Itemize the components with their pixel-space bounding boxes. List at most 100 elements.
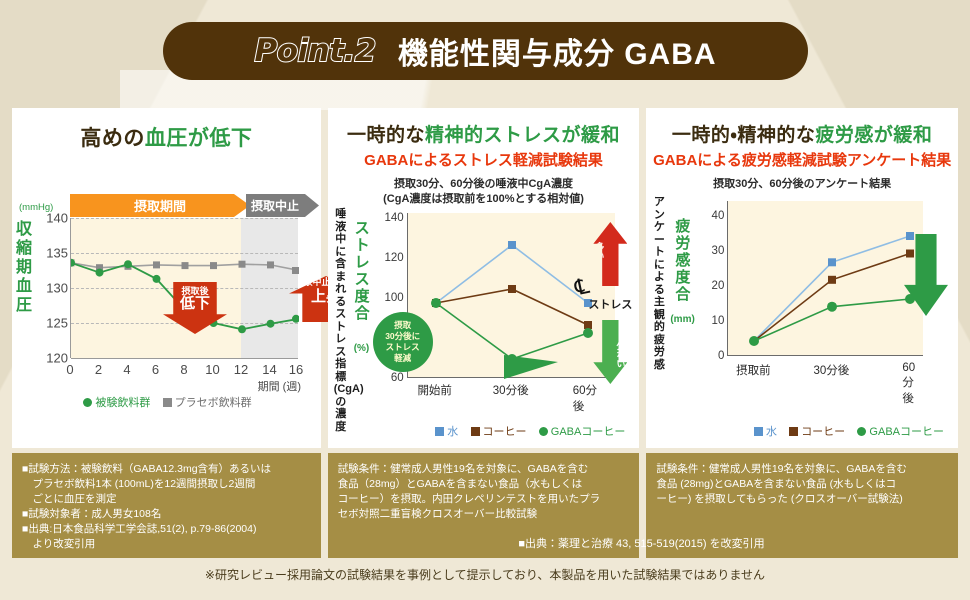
panel-fatigue: 一時的・精神的な疲労感が緩和 GABAによる疲労感軽減試験アンケート結果 摂取3… — [646, 108, 958, 448]
panel-blood-pressure: 高めの血圧が低下 摂取期間 摂取中止 (mmHg) 収縮期血圧 140 135 … — [12, 108, 363, 448]
panel2-title-part1: 一時的な — [347, 125, 426, 146]
panel3-title-part1: 一時的・精神的な — [671, 125, 816, 146]
square-marker-icon — [753, 427, 763, 436]
x-tick-16: 16 — [288, 362, 304, 377]
legend-label-water-p2: 水 — [447, 426, 459, 438]
panel3-title: 一時的・精神的な疲労感が緩和 — [646, 108, 958, 147]
panel3-legend: 水 コーヒー GABAコーヒー — [753, 423, 944, 439]
legend-label-gaba-coffee-p2: GABAコーヒー — [550, 426, 626, 438]
y-tick-130: 130 — [46, 280, 68, 296]
p2-x-tick-30min: 30分後 — [492, 385, 529, 397]
panel2-title-part2: 精神的ストレスが緩和 — [425, 125, 621, 146]
legend-label-water-p3: 水 — [765, 426, 777, 438]
legend-item-placebo-group: プラセボ飲料群 — [162, 397, 252, 409]
panel3-series-svg — [749, 232, 916, 346]
circle-marker-icon — [857, 427, 867, 436]
panel2-y-unit: (%) — [353, 343, 370, 354]
legend-label-test-group: 被験飲料群 — [95, 397, 151, 409]
p3-y-tick-0: 0 — [717, 350, 725, 362]
p2-y-tick-120: 120 — [384, 252, 404, 264]
panel3-subtitle: GABAによる疲労感軽減試験アンケート結果 — [653, 152, 952, 169]
panel3-y-unit: (mm) — [670, 314, 695, 325]
footnote2-line3: コーヒー）を摂取。内田クレペリンテストを用いたプラ — [337, 493, 601, 505]
p2-y-tick-60: 60 — [390, 372, 404, 384]
panel1-title-part1: 高めの — [80, 127, 145, 150]
footnote2-line2: 食品（28mg）とGABAを含まない食品（水もしくは — [337, 478, 583, 490]
panel1-x-axis-label: 期間 (週) — [257, 381, 301, 393]
p3-y-tick-10: 10 — [711, 315, 725, 327]
legend-label-coffee-p3: コーヒー — [801, 426, 846, 438]
x-tick-12: 12 — [233, 362, 249, 377]
chart-blood-pressure: 摂取期間 摂取中止 (mmHg) 収縮期血圧 140 135 130 125 1… — [12, 194, 363, 409]
legend-label-placebo-group: プラセボ飲料群 — [174, 397, 252, 409]
footnote-panel1: ■試験方法：被験飲料（GABA12.3mg含有）あるいは プラセボ飲料1本 (1… — [12, 453, 321, 558]
footnote1-line1: ■試験方法：被験飲料（GABA12.3mg含有）あるいは — [22, 463, 272, 475]
footnote3-line3: ーヒー) を摂取してもらった (クロスオーバー試験法) — [656, 493, 903, 505]
legend-label-coffee-p2: コーヒー — [482, 426, 527, 438]
y-tick-125: 125 — [46, 315, 68, 331]
legend-item-water-p3: 水 — [753, 426, 780, 438]
panel2-legend: 水 コーヒー GABAコーヒー — [435, 423, 625, 439]
footnote3-line2: 食品 (28mg)とGABAを含まない食品 (水もしくはコ — [656, 478, 897, 490]
stop-period-label: 摂取中止 — [251, 199, 300, 213]
panel3-y-green-label: 疲労感度合 — [675, 218, 691, 303]
panel1-plot-area: 摂取後 低下 摂取中止すると 上昇 — [70, 218, 363, 359]
disclaimer-text: ※研究レビュー採用論文の試験結果を事例として提示しており、本製品を用いた試験結果… — [204, 568, 766, 582]
x-tick-6: 6 — [151, 362, 160, 377]
legend-item-coffee-p3: コーヒー — [789, 426, 848, 438]
panel2-less-label: 少ない — [615, 341, 626, 368]
panel1-legend: 被験飲料群 プラセボ飲料群 — [12, 394, 323, 410]
page-title: 機能性関与成分 GABA — [397, 38, 717, 71]
x-tick-14: 14 — [262, 362, 277, 377]
legend-item-water-p2: 水 — [435, 426, 461, 438]
chart-fatigue: アンケートによる主観的疲労感 疲労感度合 (mm) 40 30 20 10 0 — [646, 196, 958, 405]
circle-marker-icon — [538, 427, 548, 436]
footnote1-line3: ごとに血圧を測定 — [22, 493, 117, 505]
panel2-callout-bubble: 摂取 30分後に ストレス 軽減 — [372, 312, 433, 372]
legend-item-coffee-p2: コーヒー — [470, 426, 530, 438]
panel2-y-outer-label: 唾液中に含まれるストレス指標 (CgA) の濃度 — [333, 208, 364, 433]
x-tick-0: 0 — [66, 362, 74, 377]
p3-x-tick-60min: 60分後 — [902, 362, 916, 405]
intake-period-label: 摂取期間 — [133, 199, 186, 214]
panel3-title-part2: 疲労感が緩和 — [815, 125, 933, 146]
panel2-callout-text: 摂取 30分後に ストレス 軽減 — [385, 320, 421, 363]
p3-x-tick-before: 摂取前 — [736, 365, 771, 377]
panel2-stress-word: ストレス — [588, 299, 633, 311]
p3-x-tick-30min: 30分後 — [813, 365, 850, 377]
legend-item-gaba-coffee-p2: GABAコーヒー — [538, 426, 626, 438]
panel-row: 高めの血圧が低下 摂取期間 摂取中止 (mmHg) 収縮期血圧 140 135 … — [12, 108, 958, 448]
panel3-note: 摂取30分、60分後のアンケート結果 — [646, 177, 958, 192]
intake-period-band: 摂取期間 — [70, 194, 250, 217]
panel2-subtitle: GABAによるストレス軽減試験結果 — [364, 152, 603, 169]
panel2-note: 摂取30分、60分後の唾液中CgA濃度 (CgA濃度は摂取前を100%とする相対… — [328, 177, 640, 207]
circle-marker-icon — [83, 398, 93, 407]
square-marker-icon — [470, 427, 480, 436]
y-tick-135: 135 — [46, 245, 68, 261]
panel2-bubble-tail — [503, 355, 558, 379]
panel2-y-green-label: ストレス度合 — [354, 220, 370, 322]
panel1-x-ticks: 0 2 4 6 8 10 12 14 16 — [66, 362, 303, 378]
y-tick-120: 120 — [46, 350, 68, 366]
legend-label-gaba-coffee-p3: GABAコーヒー — [869, 426, 944, 438]
square-marker-icon — [789, 427, 799, 436]
legend-item-test-group: 被験飲料群 — [83, 397, 153, 409]
stop-period-band: 摂取中止 — [246, 194, 319, 217]
p3-y-tick-20: 20 — [711, 280, 725, 292]
footnote2-line4: セボ対照二重盲検クロスオーバー比較試験 — [337, 508, 538, 520]
footnote3-line1: 試験条件：健常成人男性19名を対象に、GABAを含む — [656, 463, 907, 475]
footnote1-line2: プラセボ飲料1本 (100mL)を12週間摂取し2週間 — [22, 478, 256, 490]
shared-source-note: ■出典：薬理と治療 43, 515-519(2015) を改変引用 — [518, 538, 765, 550]
panel3-note-line1: 摂取30分、60分後のアンケート結果 — [713, 178, 892, 190]
footnote1-line6: より改変引用 — [22, 538, 96, 550]
panel1-title-part2: 血圧が低下 — [144, 127, 253, 150]
chart-stress: 唾液中に含まれるストレス指標 (CgA) の濃度 ストレス度合 (%) 140 … — [328, 208, 640, 433]
panel2-note-line2: (CgA濃度は摂取前を100%とする相対値) — [383, 193, 584, 205]
panel1-y-ticks: 140 135 130 125 120 — [30, 211, 68, 366]
y-tick-140: 140 — [46, 210, 68, 226]
p2-x-tick-60min: 60分後 — [572, 385, 597, 413]
x-tick-8: 8 — [180, 362, 188, 377]
p3-y-tick-30: 30 — [711, 245, 725, 257]
footnote2-line1: 試験条件：健常成人男性19名を対象に、GABAを含む — [337, 463, 589, 475]
header-banner: Point.2 機能性関与成分 GABA — [163, 22, 808, 80]
